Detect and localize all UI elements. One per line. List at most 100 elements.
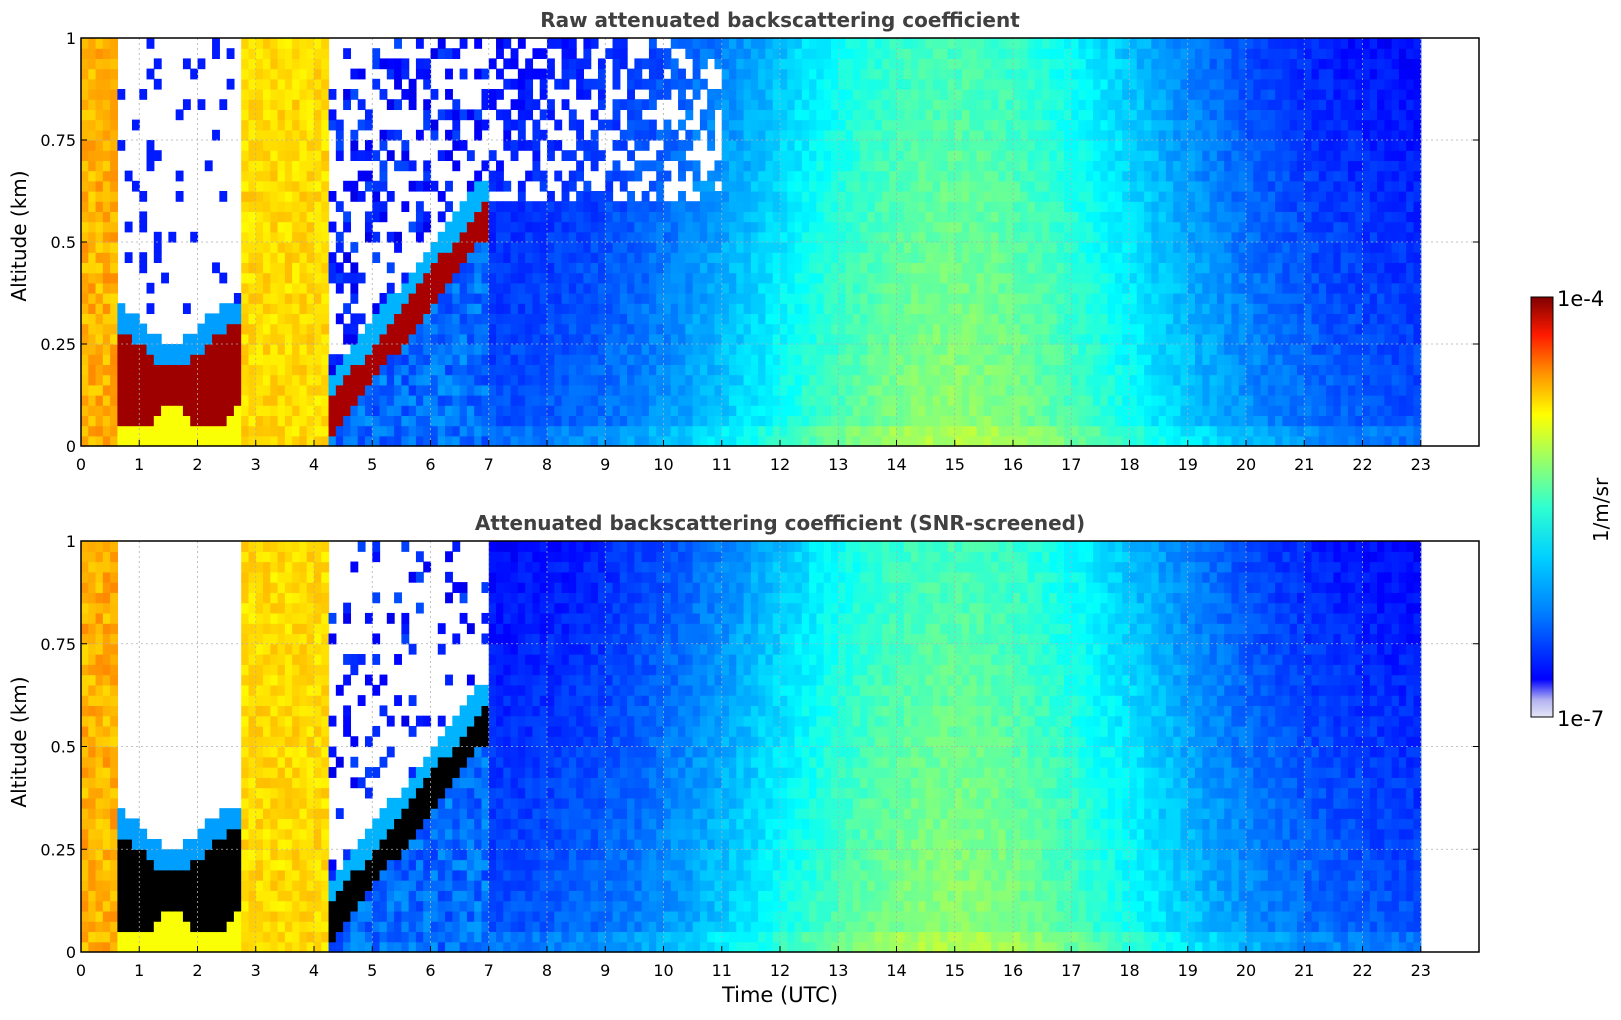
heatmap-cell	[321, 129, 330, 141]
heatmap-cell	[474, 221, 483, 233]
heatmap-cell	[357, 405, 366, 416]
heatmap-cell	[1071, 272, 1080, 284]
heatmap-cell	[459, 211, 468, 223]
heatmap-cell	[889, 48, 898, 59]
heatmap-cell	[386, 374, 395, 386]
heatmap-cell	[867, 48, 876, 59]
heatmap-cell	[991, 99, 1000, 110]
heatmap-cell	[204, 405, 213, 416]
heatmap-cell	[881, 293, 890, 304]
heatmap-cell	[1165, 425, 1174, 437]
heatmap-cell	[263, 140, 271, 151]
heatmap-cell	[292, 191, 301, 202]
heatmap-cell	[408, 78, 417, 90]
heatmap-cell	[343, 252, 352, 263]
heatmap-cell	[947, 109, 956, 121]
heatmap-cell	[568, 435, 577, 447]
heatmap-cell	[845, 58, 854, 70]
heatmap-cell	[962, 150, 970, 161]
heatmap-cell	[830, 374, 839, 386]
heatmap-cell	[263, 211, 271, 223]
heatmap-cell	[1063, 415, 1072, 427]
heatmap-cell	[663, 272, 672, 284]
heatmap-cell	[306, 211, 315, 223]
heatmap-cell	[634, 395, 643, 406]
heatmap-cell	[896, 211, 905, 223]
heatmap-cell	[860, 242, 868, 253]
heatmap-cell	[248, 395, 257, 406]
heatmap-cell	[1027, 252, 1036, 263]
heatmap-cell	[787, 333, 796, 345]
heatmap-cell	[918, 313, 927, 325]
heatmap-cell	[212, 262, 220, 274]
heatmap-cell	[197, 374, 206, 386]
heatmap-cell	[153, 78, 162, 90]
heatmap-cell	[991, 140, 1000, 151]
heatmap-cell	[314, 344, 322, 355]
heatmap-cell	[758, 160, 767, 172]
heatmap-cell	[947, 201, 956, 212]
heatmap-cell	[954, 191, 963, 202]
heatmap-cell	[292, 354, 301, 365]
heatmap-cell	[641, 415, 650, 427]
heatmap-cell	[714, 364, 723, 376]
heatmap-cell	[1063, 303, 1072, 314]
heatmap-cell	[750, 272, 759, 284]
heatmap-cell	[1093, 354, 1101, 365]
heatmap-cell	[903, 78, 912, 90]
heatmap-cell	[1034, 38, 1043, 49]
heatmap-cell	[255, 272, 264, 284]
heatmap-cell	[678, 89, 686, 100]
heatmap-cell	[1049, 252, 1058, 263]
heatmap-cell	[1144, 140, 1152, 151]
heatmap-cell	[896, 221, 905, 233]
heatmap-cell	[517, 201, 526, 212]
heatmap-cell	[670, 38, 679, 49]
heatmap-cell	[1144, 364, 1152, 376]
heatmap-cell	[1013, 109, 1021, 121]
heatmap-cell	[845, 129, 854, 141]
heatmap-cell	[678, 272, 686, 284]
heatmap-cell	[648, 242, 657, 253]
heatmap-cell	[219, 191, 228, 202]
heatmap-cell	[692, 384, 701, 396]
heatmap-cell	[430, 242, 439, 253]
heatmap-cell	[830, 160, 839, 172]
heatmap-cell	[335, 374, 344, 386]
heatmap-cell	[874, 211, 883, 223]
heatmap-cell	[1078, 129, 1087, 141]
heatmap-cell	[743, 374, 752, 386]
heatmap-cell	[1049, 68, 1058, 80]
heatmap-cell	[983, 38, 992, 49]
heatmap-cell	[488, 374, 497, 386]
heatmap-cell	[423, 333, 432, 345]
heatmap-cell	[627, 384, 635, 396]
heatmap-cell	[911, 395, 919, 406]
heatmap-cell	[1078, 48, 1087, 59]
heatmap-cell	[809, 425, 818, 437]
heatmap-cell	[743, 323, 752, 335]
heatmap-cell	[430, 129, 439, 141]
heatmap-cell	[940, 374, 949, 386]
heatmap-cell	[947, 180, 956, 192]
heatmap-cell	[248, 38, 257, 49]
heatmap-cell	[1085, 211, 1094, 223]
heatmap-cell	[1107, 89, 1116, 100]
heatmap-cell	[532, 140, 541, 151]
heatmap-cell	[255, 333, 264, 345]
heatmap-cell	[95, 221, 104, 233]
heatmap-cell	[525, 395, 534, 406]
heatmap-cell	[1063, 313, 1072, 325]
heatmap-cell	[860, 252, 868, 263]
heatmap-cell	[299, 252, 308, 263]
heatmap-cell	[539, 252, 548, 263]
heatmap-cell	[1136, 242, 1145, 253]
heatmap-cell	[248, 303, 257, 314]
heatmap-cell	[1034, 425, 1043, 437]
heatmap-cell	[772, 374, 781, 386]
heatmap-cell	[692, 272, 701, 284]
heatmap-cell	[874, 272, 883, 284]
heatmap-cell	[335, 231, 344, 243]
heatmap-cell	[255, 68, 264, 80]
heatmap-cell	[1049, 425, 1058, 437]
